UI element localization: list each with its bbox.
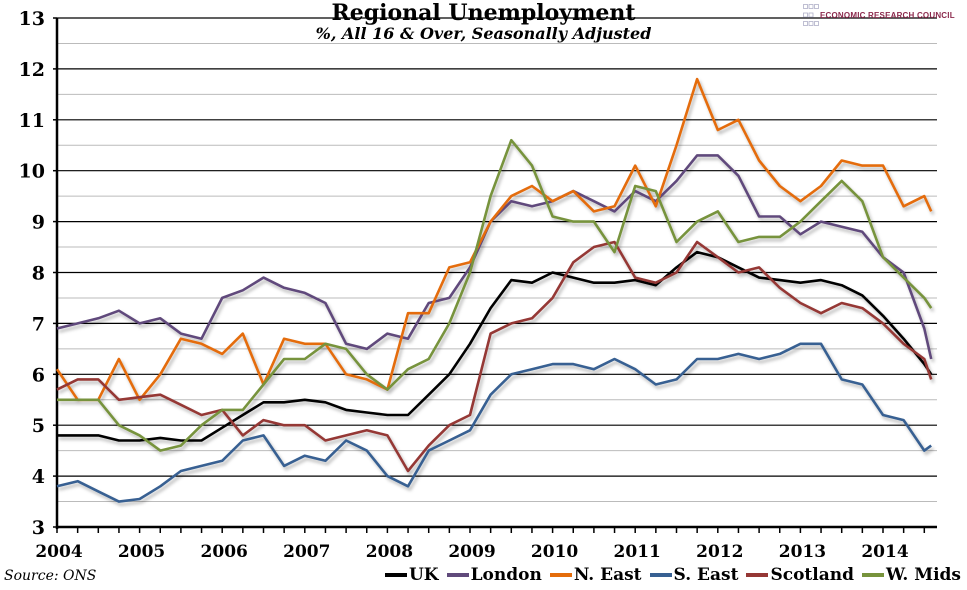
legend-swatch: [446, 573, 469, 577]
x-tick-label: 2006: [201, 542, 248, 562]
x-tick-label: 2004: [35, 542, 82, 562]
series-lines: [55, 77, 933, 503]
legend: UK London N. East S. East Scotland W. Mids: [384, 565, 961, 585]
x-tick-label: 2008: [366, 542, 413, 562]
logo-text: ECONOMIC RESEARCH COUNCIL: [820, 11, 955, 20]
legend-item: S. East: [649, 565, 739, 585]
x-tick-label: 2012: [696, 542, 743, 562]
series-line-n-east: [55, 77, 933, 402]
legend-label: N. East: [573, 565, 642, 585]
x-tick-label: 2005: [118, 542, 165, 562]
legend-item: London: [446, 565, 542, 585]
y-tick-label: 4: [32, 466, 45, 488]
x-tick-label: 2009: [448, 542, 495, 562]
legend-swatch: [384, 573, 407, 577]
legend-label: Scotland: [770, 565, 854, 585]
y-tick-label: 8: [32, 263, 45, 285]
legend-label: London: [470, 565, 542, 585]
x-tick-label: 2010: [531, 542, 578, 562]
series-line-scotland: [56, 240, 933, 473]
y-tick-label: 5: [32, 415, 45, 437]
x-axis: 2004 2005 2006 2007 2008 2009 2010 2011 2012 2013…: [35, 18, 937, 562]
legend-swatch: [649, 573, 672, 577]
series-line-uk: [57, 250, 933, 442]
chart-title: Regional Unemployment: [331, 0, 636, 26]
series-line-s-east: [56, 342, 932, 503]
legend-item: W. Mids: [861, 565, 961, 585]
x-tick-label: 2014: [861, 542, 908, 562]
y-tick-label: 7: [32, 313, 45, 335]
series-line-london: [56, 154, 933, 360]
chart-subtitle: %, All 16 & Over, Seasonally Adjusted: [315, 24, 652, 43]
y-tick-label: 11: [19, 110, 45, 132]
legend-label: UK: [408, 565, 439, 585]
legend-item: N. East: [549, 565, 642, 585]
y-tick-label: 10: [19, 161, 45, 183]
legend-item: Scotland: [746, 565, 854, 585]
series-line-w-mids: [57, 138, 933, 452]
y-axis-ticks: 3 4 5 6 7 8 9 10 11 12 13: [19, 8, 57, 539]
source-note: Source: ONS: [4, 568, 97, 584]
legend-label: S. East: [673, 565, 739, 585]
legend-swatch: [549, 573, 572, 577]
y-tick-label: 9: [32, 212, 45, 234]
legend-label: W. Mids: [885, 565, 961, 585]
x-tick-label: 2011: [614, 542, 661, 562]
erc-logo-icon: [803, 4, 819, 26]
gridlines: [57, 17, 937, 503]
legend-item: UK: [384, 565, 439, 585]
y-tick-label: 3: [32, 517, 45, 539]
y-tick-label: 13: [19, 8, 45, 30]
y-tick-label: 6: [32, 364, 45, 386]
y-tick-label: 12: [19, 59, 45, 81]
x-tick-label: 2007: [283, 542, 330, 562]
x-tick-label: 2013: [779, 542, 826, 562]
legend-swatch: [746, 573, 769, 577]
legend-swatch: [861, 573, 884, 577]
